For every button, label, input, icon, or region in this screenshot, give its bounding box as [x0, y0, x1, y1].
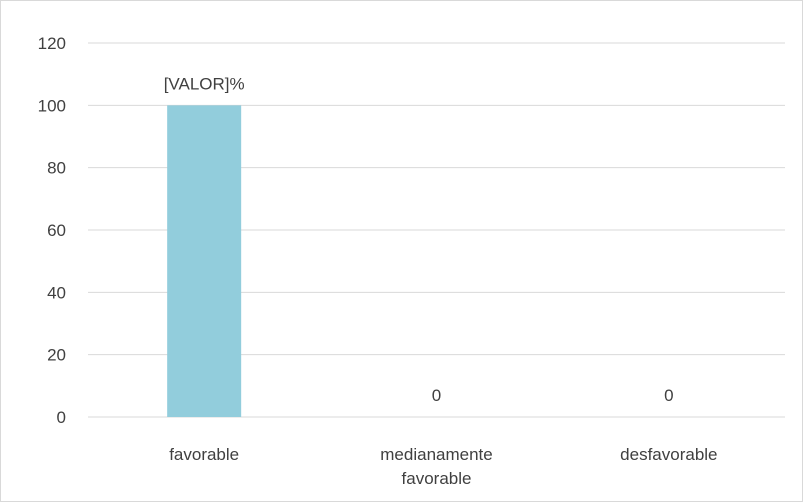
x-category-line: favorable [402, 469, 472, 488]
data-label-1: 0 [432, 386, 441, 405]
y-tick-label-80: 80 [47, 159, 66, 178]
data-label-2: 0 [664, 386, 673, 405]
y-axis-ticks: 0 20 40 60 80 100 120 [38, 34, 66, 427]
y-tick-label-60: 60 [47, 221, 66, 240]
x-category-label-0: favorable [169, 445, 239, 464]
x-category-line: desfavorable [620, 445, 717, 464]
y-tick-label-40: 40 [47, 283, 66, 302]
x-category-label-2: desfavorable [620, 445, 717, 464]
y-tick-label-100: 100 [38, 96, 66, 115]
y-tick-label-120: 120 [38, 34, 66, 53]
bar-0 [167, 105, 242, 417]
x-category-line: medianamente [380, 445, 492, 464]
y-tick-label-20: 20 [47, 346, 66, 365]
x-axis-categories: favorable medianamente favorable desfavorab… [169, 445, 717, 488]
data-labels: [VALOR]% 0 0 [164, 74, 674, 405]
y-tick-label-0: 0 [57, 408, 66, 427]
x-category-line: favorable [169, 445, 239, 464]
data-label-0: [VALOR]% [164, 74, 245, 93]
bars [167, 105, 242, 417]
x-category-label-1: medianamente favorable [380, 445, 492, 488]
